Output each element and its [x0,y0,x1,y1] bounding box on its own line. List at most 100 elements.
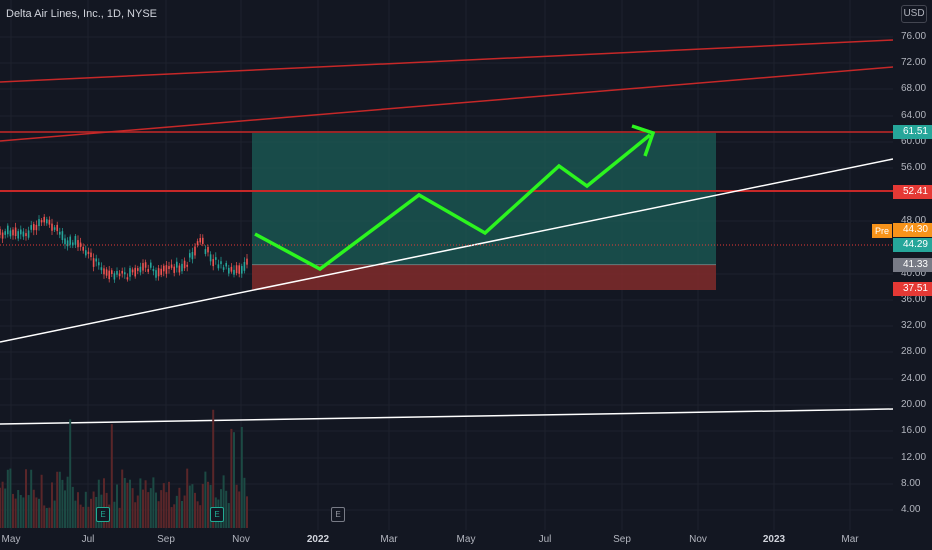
volume-bar [235,484,238,528]
candle-body [131,269,134,273]
volume-bar [40,474,43,528]
premarket-label: Pre [872,224,892,238]
candle-body [66,240,69,247]
volume-bar [22,497,25,528]
volume-bar [194,492,196,528]
volume-bar [92,491,95,528]
price-chart[interactable] [0,0,893,530]
candle-body [113,273,116,280]
price-tick-label: 36.00 [901,294,927,305]
candle-body [170,264,173,268]
volume-bar [123,477,126,528]
volume-bar [38,498,40,528]
volume-bar [204,471,207,528]
candle-body [85,250,87,256]
earnings-marker-upcoming[interactable]: E [331,507,345,522]
candle-body [0,228,1,235]
level-price-tag: 52.41 [893,185,932,199]
volume-bar [209,484,212,528]
price-tick-label: 64.00 [901,110,927,121]
volume-bar [17,489,20,528]
long-term-support-line [0,408,893,425]
earnings-marker[interactable]: E [210,507,224,522]
candle-body [12,229,14,236]
candle-body [79,242,82,247]
volume-bar [0,487,1,528]
volume-bar [168,481,170,528]
candle-body [160,268,162,275]
volume-bar [27,495,30,528]
candle-body [144,262,147,268]
volume-bar [230,428,233,528]
volume-bar [84,491,87,528]
price-tick-label: 60.00 [901,136,927,147]
volume-bar [186,468,189,528]
volume-bar [207,481,209,528]
volume-bars [0,409,248,528]
volume-bar [126,482,129,528]
price-tick-label: 32.00 [901,320,927,331]
price-axis[interactable]: 76.00 72.00 68.00 64.00 60.00 56.00 48.00 40.00… [893,0,932,532]
candle-body [194,246,196,256]
candle-body [230,266,233,272]
volume-bar [121,469,124,528]
volume-bar [131,488,134,528]
volume-bar [9,468,12,528]
time-axis-label: Sep [613,534,631,545]
projection-path [254,133,652,272]
candle-body [233,269,235,275]
volume-bar [243,477,246,528]
volume-bar [64,490,66,528]
price-tick-label: 20.00 [901,399,927,410]
projection-arrowhead [631,124,656,157]
candle-body [196,241,199,245]
candle-body [90,252,92,258]
volume-bar [183,495,186,528]
symbol-title[interactable]: Delta Air Lines, Inc., 1D, NYSE [6,8,158,20]
volume-bar [178,487,181,528]
volume-bar [97,479,100,528]
price-tick-label: 4.00 [901,504,921,515]
candle-body [72,242,74,246]
candle-body [202,237,204,244]
candle-body [98,262,100,266]
candle-body [165,265,168,274]
candle-body [116,271,118,275]
candle-body [105,269,108,276]
candle-body [95,258,97,262]
candle-body [212,259,214,267]
volume-bar [238,491,241,528]
volume-bar [77,492,79,528]
candle-body [118,273,121,277]
volume-bar [71,486,74,528]
price-tick-label: 68.00 [901,83,927,94]
candle-body [17,231,19,239]
candle-body [142,263,144,271]
candle-body [35,224,38,231]
volume-bar [53,500,56,528]
candle-body [111,270,113,274]
candle-body [238,265,240,274]
volume-bar [196,501,199,528]
candle-body [43,216,45,223]
candle-body [20,229,22,235]
target-price-tag: 61.51 [893,125,932,139]
volume-bar [30,469,33,528]
price-tick-label: 28.00 [901,346,927,357]
time-axis[interactable]: May Jul Sep Nov 2022 Mar May Jul Sep Nov 2023 Mar [0,530,893,550]
candle-body [87,251,90,254]
currency-button[interactable]: USD [901,5,927,23]
support-trendline [0,158,893,343]
candle-body [121,270,123,274]
volume-bar [165,492,168,528]
time-axis-label: Nov [232,534,250,545]
premarket-price-tag: 44.30 [893,223,932,237]
earnings-marker[interactable]: E [96,507,110,522]
candle-body [183,260,186,269]
time-axis-label: Sep [157,534,175,545]
volume-bar [35,497,38,528]
volume-bar [152,477,155,528]
volume-bar [69,419,72,528]
volume-bar [170,507,173,528]
candle-body [157,268,160,277]
